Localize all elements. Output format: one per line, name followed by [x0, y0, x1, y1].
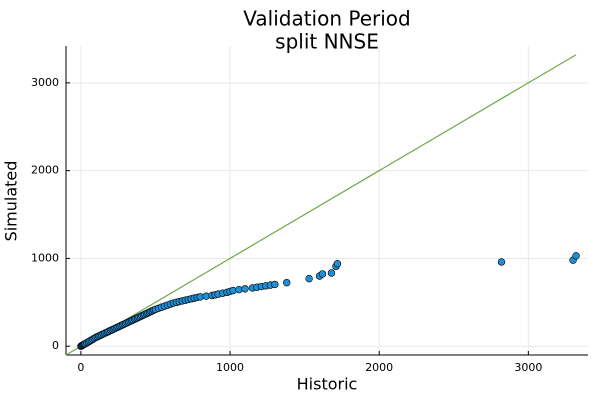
points-layer	[77, 252, 580, 350]
axis-ticks: 0 1000 2000 3000 0 1000 2000 3000	[31, 76, 542, 374]
chart-title: Validation Period	[243, 7, 410, 31]
axes-frame	[65, 46, 588, 356]
scatter-point	[327, 269, 336, 277]
grid-lines	[66, 46, 588, 355]
y-tick-label: 0	[52, 339, 59, 352]
y-tick-label: 2000	[31, 164, 59, 177]
scatter-point	[497, 258, 506, 266]
scatter-point	[333, 260, 342, 268]
scatter-point	[305, 274, 313, 283]
x-tick-label: 2000	[365, 361, 393, 374]
x-tick-label: 0	[77, 361, 84, 374]
y-axis-label: Simulated	[2, 161, 21, 242]
x-axis-label: Historic	[297, 375, 358, 394]
y-tick-label: 3000	[31, 76, 59, 89]
scatter-point	[318, 270, 327, 278]
scatter-point	[283, 278, 291, 287]
chart-subtitle: split NNSE	[275, 30, 379, 54]
x-tick-label: 3000	[514, 361, 542, 374]
scatter-point	[572, 252, 580, 260]
scatter-point	[241, 285, 249, 293]
x-tick-label: 1000	[216, 361, 244, 374]
y-tick-label: 1000	[31, 251, 59, 264]
scatter-point	[271, 280, 279, 289]
reference-line	[65, 54, 577, 356]
reference-line-layer	[65, 54, 577, 356]
